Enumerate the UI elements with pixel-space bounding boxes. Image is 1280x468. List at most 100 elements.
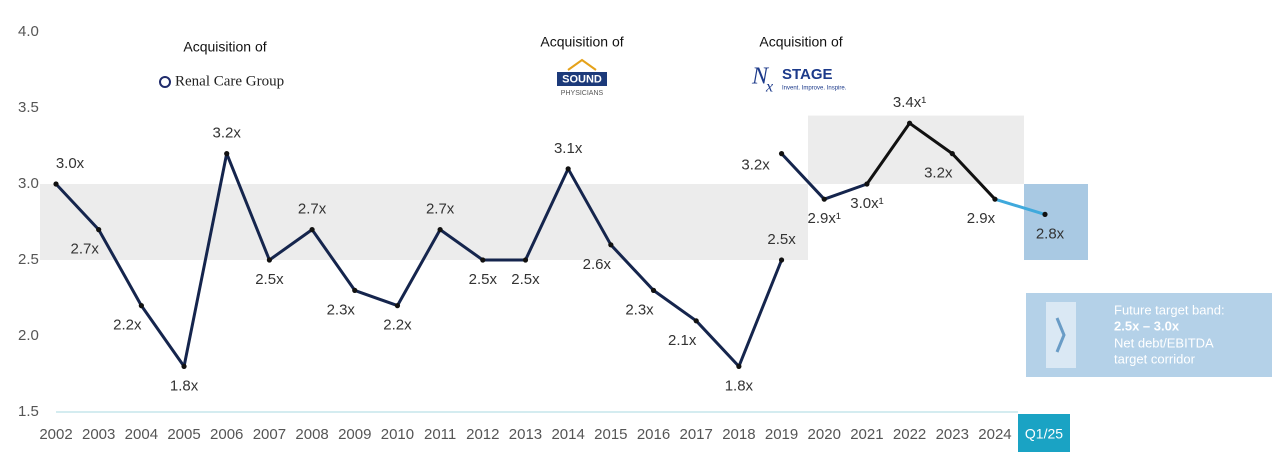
value-label: 2.5x [469,271,498,288]
value-label: 1.8x [725,377,754,394]
x-tick-label: 2019 [765,426,798,443]
value-label: 1.8x [170,377,199,394]
y-tick-label: 3.0 [18,175,39,192]
line-segment [694,319,741,368]
value-label: 2.7x [426,201,455,218]
point [266,257,272,263]
logo: Invent. Improve. Inspire. [782,86,847,92]
target-text: Future target band: [1114,302,1225,317]
value-label: 2.9x¹ [808,210,841,227]
line-segment [310,228,357,292]
band [808,115,1024,184]
value-label: 3.0x [56,155,85,172]
y-tick-label: 2.5 [18,251,39,268]
target-icon-bg [1046,302,1076,368]
target-icon [1055,317,1066,353]
line-segment [993,197,1047,216]
x-tick-label: Q1/25 [1025,426,1063,442]
point [1042,211,1048,217]
point [907,120,913,126]
value-label: 2.5x [511,271,540,288]
logo-icon [159,76,171,88]
value-label: 2.3x [625,301,654,318]
y-tick-label: 4.0 [18,23,39,40]
point [693,318,699,324]
value-label: 2.3x [327,301,356,318]
y-tick-label: 2.0 [18,327,39,344]
value-label: 3.4x¹ [893,94,926,111]
target-text: Net debt/EBITDA [1114,335,1214,350]
line-segment [652,288,698,323]
value-label: 2.1x [668,332,697,349]
annotation: Acquisition of [183,39,266,55]
logo: SOUND [562,73,602,85]
logo: STAGE [782,66,833,83]
line-segment [225,152,271,262]
line-segment [865,121,912,186]
line-segment [822,182,869,201]
y-tick-label: 1.5 [18,403,39,420]
x-tick-label: 2012 [466,426,499,443]
x-tick-label: 2009 [338,426,371,443]
point [138,303,144,309]
line-segment [438,228,485,262]
line-segment [609,243,656,292]
logo: PHYSICIANS [561,90,604,97]
x-tick-label: 2004 [125,426,158,443]
x-tick-label: 2011 [424,426,456,443]
line-segment [950,152,997,201]
band [1024,184,1088,260]
line-segment [139,304,186,368]
logo: Renal Care Group [175,73,284,89]
x-tick-label: 2020 [808,426,841,443]
x-tick-label: 2016 [637,426,670,443]
line-segment [267,228,314,262]
point [821,196,827,202]
x-tick-label: 2017 [680,426,713,443]
value-label: 3.2x [213,125,242,142]
point [736,363,742,369]
bands [40,115,1088,260]
point [437,227,443,233]
value-label: 2.5x [255,271,284,288]
point [650,287,657,293]
x-tick-label: 2014 [551,426,584,443]
value-label: 2.2x [113,317,142,334]
value-label: 2.9x [967,210,996,227]
value-label: 3.2x [741,157,770,174]
band [40,184,808,260]
point [992,196,998,202]
point [309,227,315,233]
value-label: 3.0x¹ [850,195,883,212]
x-tick-label: 2005 [167,426,200,443]
point [394,303,401,309]
x-tick-label: 2008 [295,426,328,443]
line-segment [54,182,101,232]
point [949,151,955,157]
x-tick-label: 2002 [39,426,72,443]
value-label: 2.5x [767,231,796,248]
x-tick-label: 2024 [978,426,1011,443]
x-tick-label: 2023 [936,426,969,443]
annotation: Acquisition of [759,34,842,50]
value-label: 2.7x [71,241,100,258]
target-text: target corridor [1114,351,1196,366]
x-tick-label: 2010 [381,426,414,443]
line-segment [566,167,613,247]
point [224,151,230,157]
value-label: 2.7x [298,201,327,218]
point [608,242,614,248]
x-tick-label: 2015 [594,426,627,443]
value-label: 3.1x [554,140,583,157]
logo: N [751,64,770,90]
point [778,151,785,157]
logo: x [765,79,773,96]
x-tick-label: 2022 [893,426,926,443]
line-segment [97,228,143,308]
point [864,181,870,187]
point [181,363,187,369]
point [480,257,486,263]
point [522,257,529,263]
point [565,166,571,172]
